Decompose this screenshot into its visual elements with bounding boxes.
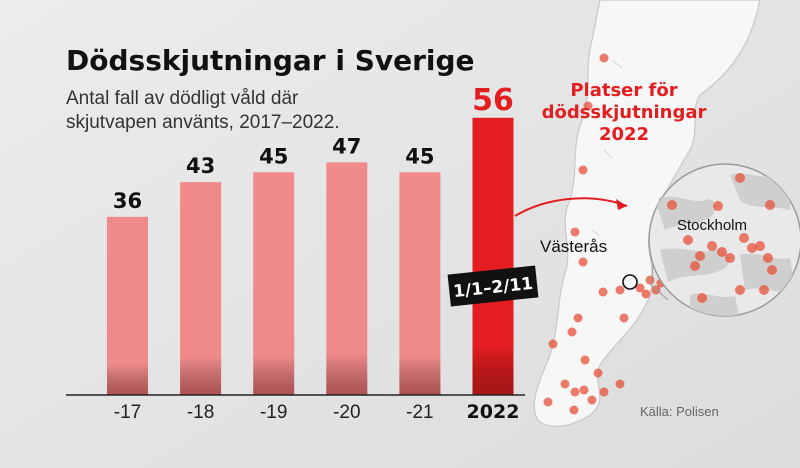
- map-dot: [570, 387, 580, 397]
- value-label: 47: [332, 134, 361, 158]
- map-dot: [578, 257, 588, 267]
- place-label-stockholm: Stockholm: [677, 217, 747, 234]
- map-dot: [598, 287, 608, 297]
- inset-dot: [735, 173, 745, 183]
- chart-title: Dödsskjutningar i Sverige: [66, 44, 475, 77]
- inset-dot: [690, 261, 700, 271]
- tick-label: -18: [187, 402, 214, 423]
- bar-shade: [472, 117, 514, 396]
- chart-subtitle-line1: Antal fall av dödligt våld där: [66, 88, 299, 109]
- inset-dot: [667, 200, 677, 210]
- value-label: 45: [405, 144, 434, 168]
- map-dot: [583, 101, 593, 111]
- map-dot: [635, 283, 645, 293]
- map-dot: [615, 285, 625, 295]
- map-title-line2: dödsskjutningar: [542, 102, 707, 123]
- map-dot: [543, 397, 553, 407]
- chart-subtitle-line2: skjutvapen använts, 2017–2022.: [66, 112, 340, 133]
- bar-shade: [107, 216, 148, 395]
- tick-label: -21: [406, 402, 433, 423]
- inset-dot: [765, 200, 775, 210]
- map-dot: [615, 379, 625, 389]
- map-dot: [567, 327, 577, 337]
- map-dot: [593, 368, 603, 378]
- map-dot: [580, 355, 590, 365]
- inset-dot: [697, 293, 707, 303]
- map-dot: [619, 313, 629, 323]
- inset-connector: [650, 284, 669, 301]
- date-badge: 1/1–2/11: [447, 265, 539, 307]
- map-dot: [641, 289, 651, 299]
- tick-labels: -17 -18 -19 -20 -21 2022: [114, 401, 520, 423]
- inset-dot: [707, 241, 717, 251]
- arrow-head: [616, 199, 627, 210]
- map-dot: [560, 379, 570, 389]
- inset-dots: [667, 173, 777, 303]
- inset-dot: [695, 251, 705, 261]
- inset-dot: [713, 201, 723, 211]
- map-dot: [548, 339, 558, 349]
- inset-dot: [767, 265, 777, 275]
- tick-label: 2022: [467, 401, 520, 423]
- inset-dot: [759, 285, 769, 295]
- bar-shade: [180, 182, 222, 395]
- value-label: 56: [472, 83, 514, 118]
- map-dot: [587, 395, 597, 405]
- map-dots: [543, 53, 666, 415]
- value-label: 45: [259, 144, 288, 168]
- value-labels: 36 43 45 47 45 56: [113, 83, 514, 213]
- value-label: 36: [113, 189, 142, 213]
- source-label: Källa: Polisen: [640, 404, 719, 419]
- stockholm-inset: Stockholm: [648, 163, 800, 317]
- map-title-line1: Platser för: [570, 80, 677, 101]
- inset-dot: [735, 285, 745, 295]
- map-dot: [599, 387, 609, 397]
- map-dot: [645, 275, 655, 285]
- inset-dot: [755, 241, 765, 251]
- map-dot: [570, 227, 580, 237]
- inset-dot: [683, 235, 693, 245]
- map-title: Platser för dödsskjutningar 2022: [542, 80, 707, 145]
- bars: [107, 117, 514, 396]
- tick-label: -19: [260, 402, 287, 423]
- bar-shade: [253, 172, 295, 395]
- inset-dot: [739, 233, 749, 243]
- map-dot: [569, 405, 579, 415]
- place-label-vasteras: Västerås: [540, 237, 607, 256]
- map-dot: [579, 385, 589, 395]
- map-dot: [599, 53, 609, 63]
- map-dot: [578, 165, 588, 175]
- bar-shade: [399, 172, 441, 395]
- tick-label: -20: [333, 402, 360, 423]
- tick-label: -17: [114, 402, 141, 423]
- map-title-line3: 2022: [599, 124, 649, 145]
- inset-dot: [717, 247, 727, 257]
- inset-dot: [725, 253, 735, 263]
- arrow: [514, 197, 628, 217]
- vasteras-marker: [622, 274, 638, 290]
- inset-dot: [763, 253, 773, 263]
- value-label: 43: [186, 154, 215, 178]
- inset-dot: [747, 243, 757, 253]
- map-dot: [573, 313, 583, 323]
- bar-shade: [326, 162, 368, 395]
